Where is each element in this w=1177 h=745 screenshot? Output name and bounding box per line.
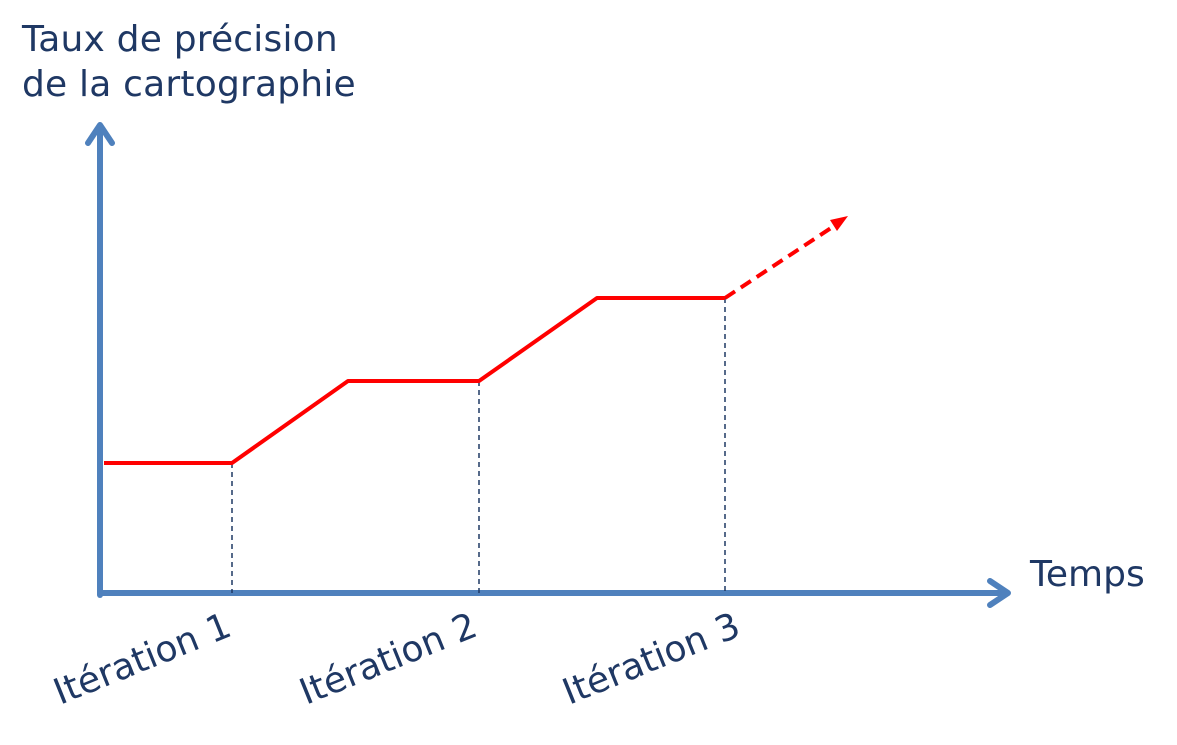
precision-trend-line (104, 296, 725, 465)
y-axis-arrowhead (85, 122, 115, 146)
iteration-2-label: Itération 2 (294, 605, 483, 713)
x-axis-arrowhead (987, 578, 1011, 608)
y-axis-title-line-1: Taux de précision (22, 19, 338, 60)
y-axis-title-line-2: de la cartographie (22, 64, 356, 105)
iteration-1-label: Itération 1 (48, 605, 237, 713)
projected-trend-arrowhead (830, 216, 848, 231)
x-axis-label: Temps (1030, 554, 1145, 595)
projected-trend-line (723, 224, 836, 300)
iteration-3-label: Itération 3 (557, 605, 746, 713)
